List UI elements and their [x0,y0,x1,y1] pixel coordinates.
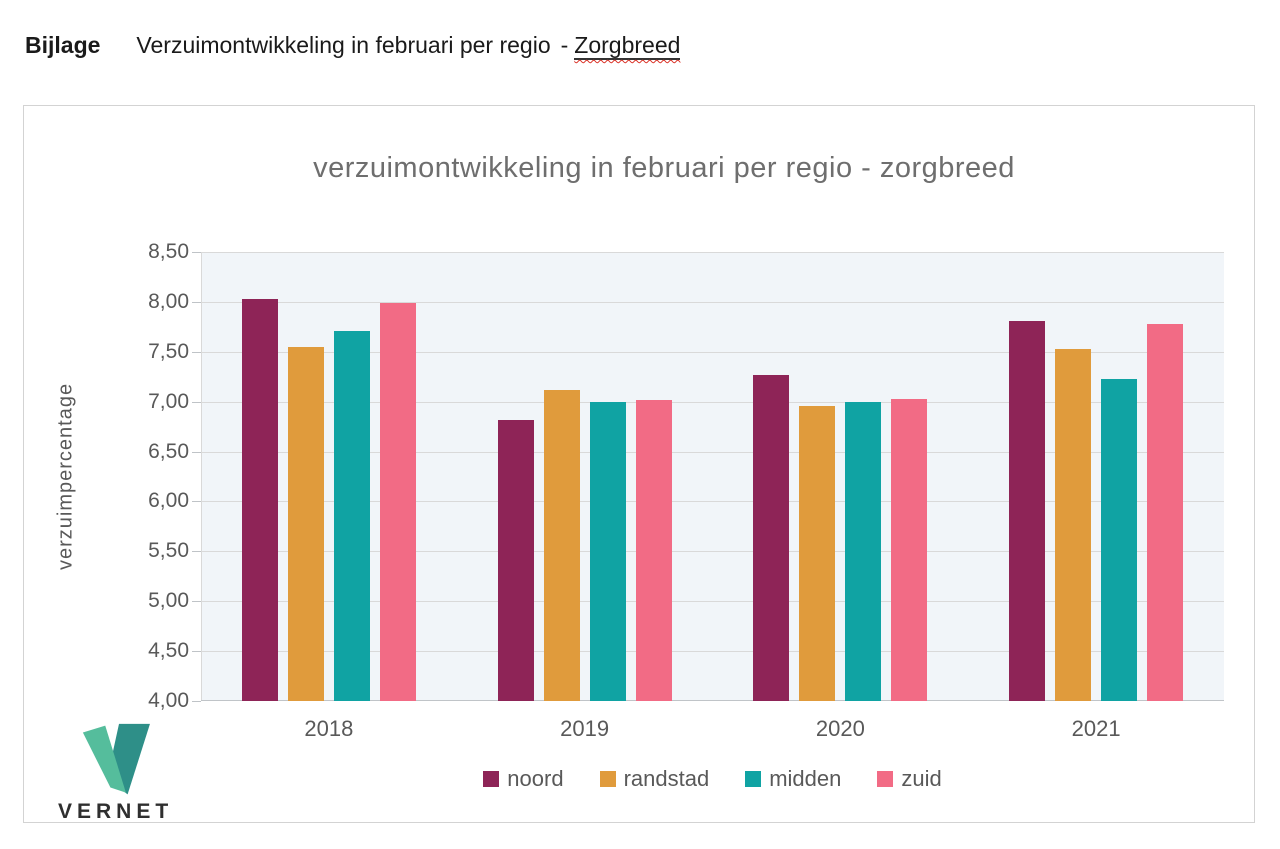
plot-area [201,252,1224,701]
x-axis-label-2020: 2020 [815,716,865,741]
bar-zuid-2019 [635,399,672,701]
y-tick-label: 7,50 [148,339,189,363]
header-separator: - [560,32,569,58]
bar-midden-2021 [1101,378,1138,701]
bar-midden-2020 [845,401,882,701]
bar-noord-2019 [497,419,534,701]
bar-group-2019 [457,389,713,701]
bar-randstad-2020 [799,405,836,701]
bar-randstad-2019 [543,389,580,701]
header-title: Verzuimontwikkeling in februari per regi… [136,32,551,58]
y-tick-mark [192,252,201,253]
legend-label-randstad: randstad [623,766,710,791]
y-tick-mark [192,701,201,702]
y-tick-mark [192,501,201,503]
y-tick-label: 6,00 [148,489,189,513]
y-tick-label: 4,00 [148,689,189,712]
gridline [201,401,1224,403]
vernet-logo: VERNET [58,722,178,824]
legend-label-midden: midden [769,766,842,791]
x-axis-label-2019: 2019 [560,716,610,741]
y-tick-mark [192,451,201,453]
document-header: Bijlage Verzuimontwikkeling in februari p… [25,32,681,60]
gridline [201,551,1224,553]
bar-zuid-2021 [1147,323,1184,701]
y-tick-label: 5,50 [148,539,189,563]
y-tick-label: 5,00 [148,589,189,613]
gridline [201,252,1224,253]
legend-swatch-noord [483,771,500,787]
bar-group-2021 [968,320,1224,701]
legend-label-zuid: zuid [901,766,942,791]
y-axis-title: verzuimpercentage [54,382,77,571]
bar-zuid-2020 [891,398,928,701]
bar-zuid-2018 [379,302,416,701]
y-tick-label: 4,50 [148,639,189,663]
vernet-logo-text: VERNET [58,800,174,823]
header-suffix-misspelled: Zorgbreed [574,32,681,60]
legend-swatch-randstad [599,771,616,787]
y-tick-mark [192,601,201,603]
gridline [201,351,1224,353]
y-tick-mark [192,551,201,553]
x-axis-line [201,700,1224,701]
y-tick-label: 7,00 [148,389,189,413]
legend-item-zuid: zuid [877,766,942,792]
legend-item-midden: midden [745,766,841,792]
y-tick-mark [192,401,201,403]
legend-swatch-midden [745,771,762,787]
x-axis-label-2018: 2018 [304,716,354,741]
gridline [201,651,1224,653]
legend-item-noord: noord [483,766,564,792]
gridline [201,451,1224,453]
legend: noord randstad midden zuid [201,766,1224,792]
y-axis-line [201,252,202,701]
bar-midden-2019 [589,401,626,701]
vernet-logo-icon [82,723,150,795]
legend-item-randstad: randstad [599,766,710,792]
bar-noord-2018 [241,298,278,701]
y-tick-label: 8,50 [148,240,189,263]
gridline [201,601,1224,603]
bar-randstad-2021 [1055,348,1092,701]
y-tick-mark [192,301,201,303]
bar-noord-2021 [1009,320,1046,701]
y-tick-label: 6,50 [148,439,189,463]
header-prefix: Bijlage [25,32,101,58]
y-tick-mark [192,651,201,653]
bar-randstad-2018 [287,346,324,701]
y-tick-mark [192,351,201,353]
legend-swatch-zuid [877,771,894,787]
chart-title: verzuimontwikkeling in februari per regi… [313,152,1015,184]
bar-group-2020 [713,374,969,701]
gridline [201,301,1224,303]
x-axis-label-2021: 2021 [1071,716,1121,741]
y-tick-label: 8,00 [148,289,189,313]
bar-midden-2018 [333,330,370,701]
gridline [201,501,1224,503]
legend-label-noord: noord [507,766,564,791]
chart-card: verzuimontwikkeling in februari per regi… [23,105,1255,823]
bar-group-2018 [201,298,457,701]
bar-noord-2020 [753,374,790,701]
